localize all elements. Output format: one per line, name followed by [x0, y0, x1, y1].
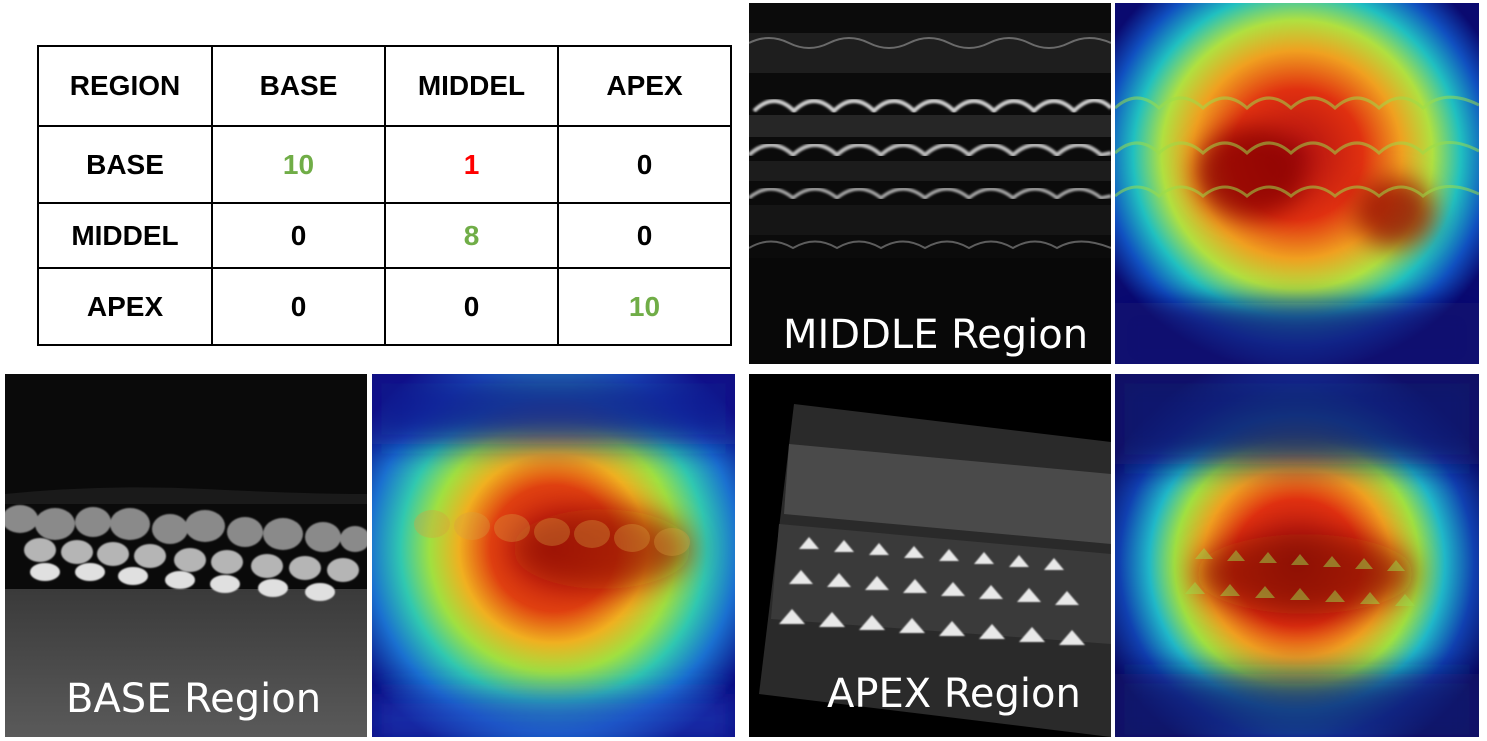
cell-base-base: 10 — [211, 125, 386, 204]
base-heatmap-image — [372, 374, 735, 737]
middle-region-image: MIDDLE Region — [749, 3, 1111, 364]
cell-base-apex: 0 — [557, 125, 732, 204]
base-heatmap-graphic — [372, 374, 735, 737]
apex-heatmap-graphic — [1115, 374, 1479, 737]
header-base: BASE — [211, 45, 386, 127]
table-row: APEX 0 0 10 — [37, 267, 732, 346]
base-region-label: BASE Region — [66, 676, 322, 722]
base-microscopy-graphic — [5, 374, 367, 737]
middle-heatmap-image — [1115, 3, 1479, 364]
cell-apex-base: 0 — [211, 267, 386, 346]
middle-heatmap-graphic — [1115, 3, 1479, 364]
table-row: MIDDEL 0 8 0 — [37, 202, 732, 269]
row-label: APEX — [37, 267, 213, 346]
apex-heatmap-image — [1115, 374, 1479, 737]
confusion-matrix-table: REGION BASE MIDDEL APEX BASE 10 1 0 MIDD… — [37, 45, 732, 346]
apex-region-image: APEX Region — [749, 374, 1111, 737]
cell-base-middel: 1 — [384, 125, 559, 204]
middle-microscopy-graphic — [749, 3, 1111, 364]
cell-middel-middel: 8 — [384, 202, 559, 269]
cell-apex-apex: 10 — [557, 267, 732, 346]
table-header-row: REGION BASE MIDDEL APEX — [37, 45, 732, 127]
header-middel: MIDDEL — [384, 45, 559, 127]
row-label: MIDDEL — [37, 202, 213, 269]
cell-middel-apex: 0 — [557, 202, 732, 269]
apex-microscopy-graphic — [749, 374, 1111, 737]
table-row: BASE 10 1 0 — [37, 125, 732, 204]
apex-region-label: APEX Region — [827, 671, 1081, 717]
middle-region-label: MIDDLE Region — [783, 312, 1089, 358]
base-region-image: BASE Region — [5, 374, 367, 737]
header-apex: APEX — [557, 45, 732, 127]
header-region: REGION — [37, 45, 213, 127]
cell-apex-middel: 0 — [384, 267, 559, 346]
row-label: BASE — [37, 125, 213, 204]
cell-middel-base: 0 — [211, 202, 386, 269]
